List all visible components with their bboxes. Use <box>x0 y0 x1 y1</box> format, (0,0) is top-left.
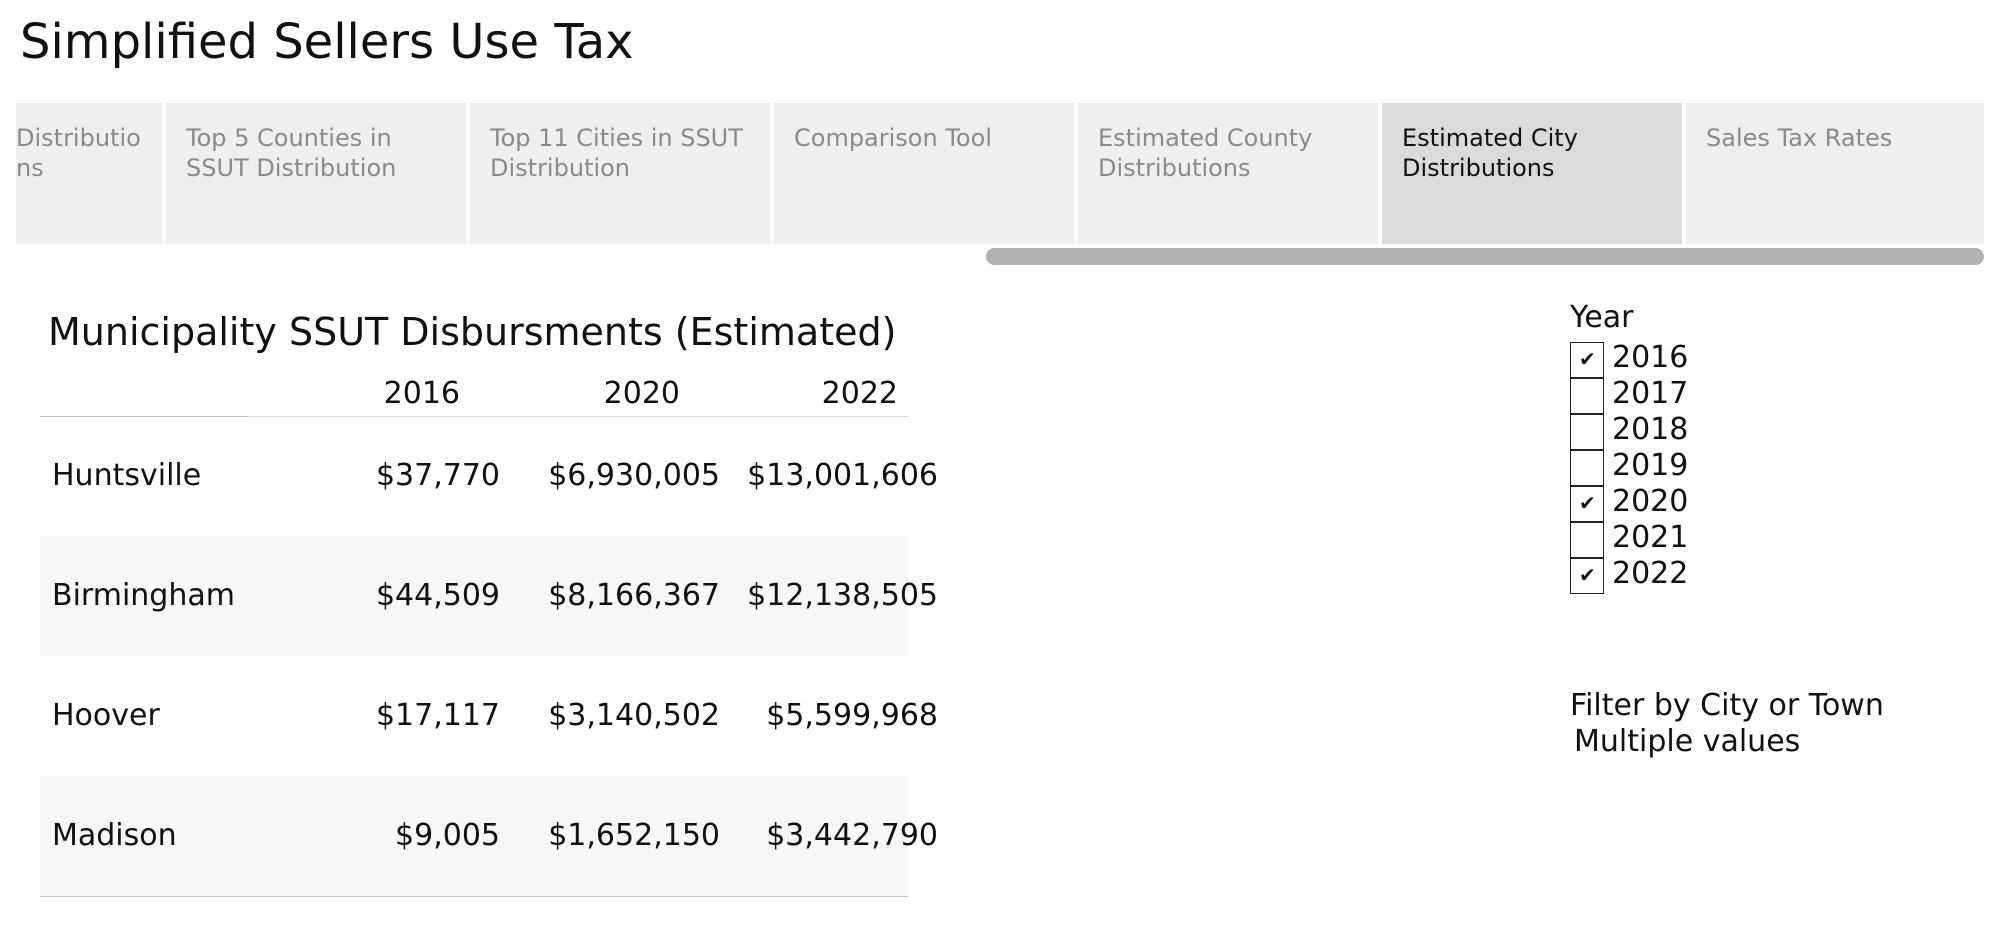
city-name: Hoover <box>52 698 160 733</box>
table-title: Municipality SSUT Disbursments (Estimate… <box>48 310 897 354</box>
year-label: 2020 <box>1612 484 1689 519</box>
year-checkbox[interactable] <box>1570 378 1604 414</box>
tab-label: Estimated County Distributions <box>1098 124 1313 182</box>
year-checkbox[interactable] <box>1570 414 1604 450</box>
table-bottom-border <box>40 896 908 897</box>
year-option-2017[interactable]: 2017 <box>1570 376 1770 414</box>
check-icon: ✔ <box>1579 491 1596 515</box>
tab-distributions[interactable]: Distributio ns <box>16 103 162 244</box>
column-header-2022: 2022 <box>821 376 898 411</box>
year-checkbox[interactable]: ✔ <box>1570 342 1604 378</box>
table-row: Hoover $17,117 $3,140,502 $5,599,968 <box>40 656 938 776</box>
tab-top-5-counties[interactable]: Top 5 Counties in SSUT Distribution <box>166 103 466 244</box>
check-icon: ✔ <box>1579 347 1596 371</box>
value-2022: $5,599,968 <box>766 698 938 733</box>
value-2022: $3,442,790 <box>766 818 938 853</box>
year-option-2021[interactable]: 2021 <box>1570 520 1770 558</box>
year-label: 2018 <box>1612 412 1689 447</box>
tab-strip: Distributio ns Top 5 Counties in SSUT Di… <box>16 103 1984 244</box>
year-option-2020[interactable]: ✔ 2020 <box>1570 484 1770 522</box>
city-name: Birmingham <box>52 578 235 613</box>
tab-label: Top 11 Cities in SSUT Distribution <box>490 124 743 182</box>
year-checkbox[interactable]: ✔ <box>1570 558 1604 594</box>
tab-label: Estimated City Distributions <box>1402 124 1578 182</box>
header-divider-accent <box>40 416 248 417</box>
city-filter-title: Filter by City or Town <box>1570 688 1884 723</box>
tab-label: Sales Tax Rates <box>1706 124 1893 152</box>
year-option-2022[interactable]: ✔ 2022 <box>1570 556 1770 594</box>
tab-label: Distributio ns <box>16 124 141 182</box>
table-row: Birmingham $44,509 $8,166,367 $12,138,50… <box>40 536 938 656</box>
value-2020: $8,166,367 <box>548 578 720 613</box>
year-checkbox[interactable]: ✔ <box>1570 486 1604 522</box>
column-header-2020: 2020 <box>603 376 680 411</box>
tab-label: Comparison Tool <box>794 124 992 152</box>
value-2016: $37,770 <box>375 458 500 493</box>
table-row: Huntsville $37,770 $6,930,005 $13,001,60… <box>40 416 938 536</box>
value-2016: $9,005 <box>395 818 500 853</box>
year-filter-list: ✔ 2016 2017 2018 2019 ✔ 2020 2021 ✔ 2022 <box>1570 340 1770 594</box>
value-2022: $12,138,505 <box>747 578 938 613</box>
value-2020: $3,140,502 <box>548 698 720 733</box>
year-label: 2021 <box>1612 520 1689 555</box>
year-option-2019[interactable]: 2019 <box>1570 448 1770 486</box>
value-2020: $6,930,005 <box>548 458 720 493</box>
year-checkbox[interactable] <box>1570 450 1604 486</box>
year-option-2018[interactable]: 2018 <box>1570 412 1770 450</box>
year-label: 2022 <box>1612 556 1689 591</box>
value-2016: $44,509 <box>375 578 500 613</box>
tab-scrollbar-thumb[interactable] <box>986 248 1984 265</box>
year-label: 2017 <box>1612 376 1689 411</box>
value-2020: $1,652,150 <box>548 818 720 853</box>
tab-estimated-city-distributions[interactable]: Estimated City Distributions <box>1382 103 1682 244</box>
tab-label: Top 5 Counties in SSUT Distribution <box>186 124 397 182</box>
year-checkbox[interactable] <box>1570 522 1604 558</box>
tab-estimated-county-distributions[interactable]: Estimated County Distributions <box>1078 103 1378 244</box>
check-icon: ✔ <box>1579 563 1596 587</box>
tab-comparison-tool[interactable]: Comparison Tool <box>774 103 1074 244</box>
year-filter-title: Year <box>1570 300 1634 335</box>
city-name: Huntsville <box>52 458 202 493</box>
value-2016: $17,117 <box>375 698 500 733</box>
table-row: Madison $9,005 $1,652,150 $3,442,790 <box>40 776 938 896</box>
page-title: Simplified Sellers Use Tax <box>20 14 634 70</box>
year-label: 2019 <box>1612 448 1689 483</box>
year-option-2016[interactable]: ✔ 2016 <box>1570 340 1770 378</box>
tab-top-11-cities[interactable]: Top 11 Cities in SSUT Distribution <box>470 103 770 244</box>
column-header-2016: 2016 <box>383 376 460 411</box>
city-filter-dropdown[interactable]: Multiple values <box>1574 724 1801 759</box>
year-label: 2016 <box>1612 340 1689 375</box>
tab-sales-tax-rates[interactable]: Sales Tax Rates <box>1686 103 1984 244</box>
value-2022: $13,001,606 <box>747 458 938 493</box>
header-divider <box>40 416 908 417</box>
city-name: Madison <box>52 818 177 853</box>
